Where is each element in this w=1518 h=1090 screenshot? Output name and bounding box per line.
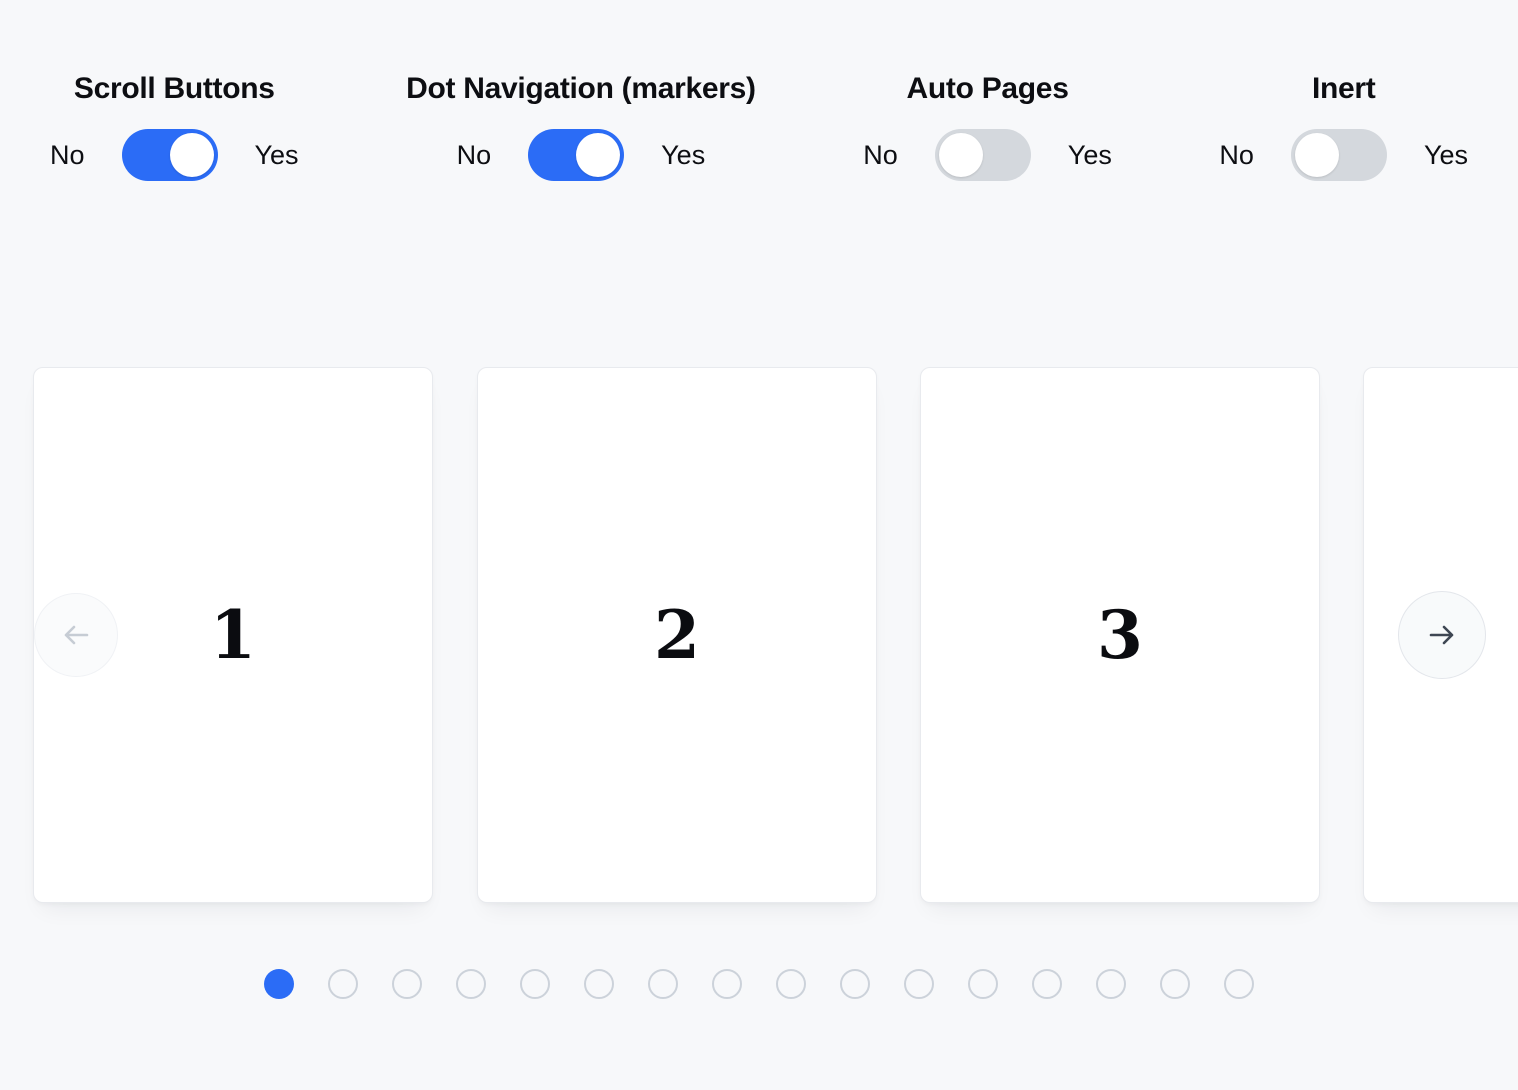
control-group-auto-pages: Auto Pages No Yes [863,74,1112,181]
dot-marker-8[interactable] [712,969,742,999]
toggle-yes-label: Yes [254,139,299,170]
toggle-knob [1294,133,1339,177]
dot-marker-3[interactable] [392,969,422,999]
dot-marker-12[interactable] [968,969,998,999]
control-title: Inert [1311,72,1376,105]
toggle-knob [169,133,214,177]
toggle-no-label: No [1219,139,1254,170]
control-title: Auto Pages [906,72,1069,105]
toggle-yes-label: Yes [1067,139,1112,170]
dot-marker-7[interactable] [648,969,678,999]
dot-marker-10[interactable] [840,969,870,999]
toggle-auto-pages[interactable] [934,129,1031,181]
controls-bar: Scroll Buttons No Yes Dot Navigation (ma… [0,74,1518,181]
dot-marker-15[interactable] [1160,969,1190,999]
carousel-track[interactable]: 1 2 3 [0,367,1518,903]
carousel-page-2: 2 [477,367,877,903]
toggle-row: No Yes [1219,129,1468,181]
control-title: Scroll Buttons [73,72,275,105]
toggle-knob [576,133,621,177]
dot-marker-13[interactable] [1032,969,1062,999]
dot-marker-14[interactable] [1096,969,1126,999]
toggle-scroll-buttons[interactable] [121,129,218,181]
control-group-inert: Inert No Yes [1219,74,1468,181]
toggle-yes-label: Yes [661,139,706,170]
toggle-row: No Yes [50,129,299,181]
page-number: 2 [654,596,700,674]
dot-marker-1[interactable] [264,969,294,999]
control-group-dot-navigation: Dot Navigation (markers) No Yes [406,74,756,181]
prev-page-button[interactable] [34,593,118,677]
dot-marker-2[interactable] [328,969,358,999]
dot-marker-4[interactable] [456,969,486,999]
dot-marker-5[interactable] [520,969,550,999]
toggle-knob [938,133,983,177]
toggle-row: No Yes [456,129,706,181]
toggle-no-label: No [50,139,85,170]
control-title: Dot Navigation (markers) [406,72,756,105]
dot-marker-16[interactable] [1224,969,1254,999]
dot-marker-11[interactable] [904,969,934,999]
page-number: 3 [1097,596,1143,674]
carousel-page-3: 3 [920,367,1320,903]
toggle-inert[interactable] [1290,129,1387,181]
arrow-right-icon [1422,615,1462,655]
dot-navigation [0,969,1518,999]
toggle-yes-label: Yes [1423,139,1468,170]
toggle-dot-navigation[interactable] [528,129,625,181]
toggle-no-label: No [456,139,492,170]
control-group-scroll-buttons: Scroll Buttons No Yes [50,74,299,181]
toggle-row: No Yes [863,129,1112,181]
dot-marker-6[interactable] [584,969,614,999]
arrow-left-icon [56,615,96,655]
page-number: 1 [210,596,256,674]
toggle-no-label: No [863,139,898,170]
dot-marker-9[interactable] [776,969,806,999]
next-page-button[interactable] [1398,591,1486,679]
